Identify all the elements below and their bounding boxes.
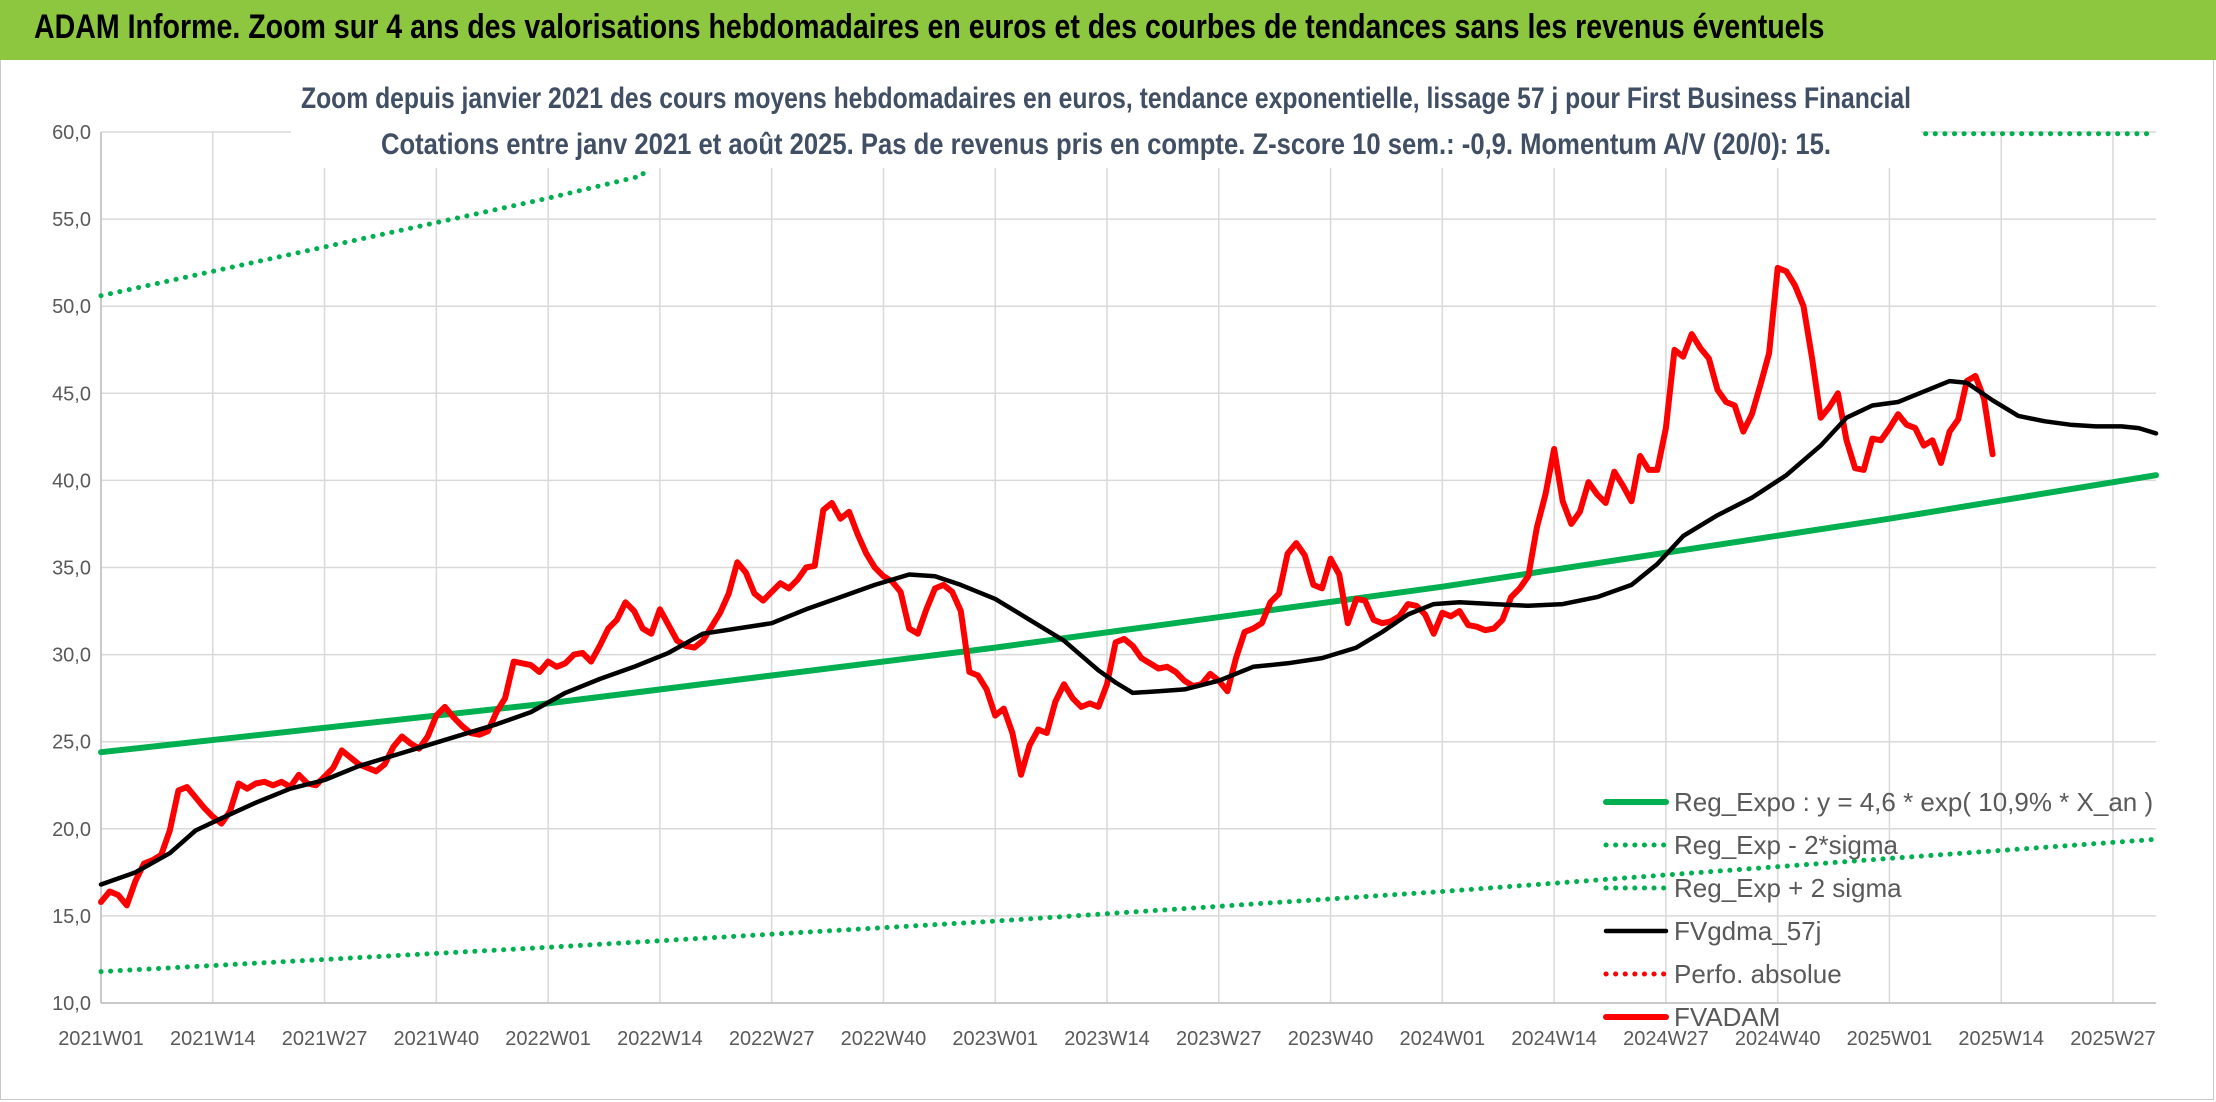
x-tick-label: 2022W14 (617, 1028, 703, 1050)
reg-expo-line (98, 472, 2159, 756)
legend-item-reg-exp-minus: Reg_Exp - 2*sigma (1603, 830, 1899, 860)
x-tick-label: 2023W01 (952, 1028, 1038, 1050)
y-tick-label: 50,0 (52, 296, 91, 318)
y-tick-label: 60,0 (52, 122, 91, 144)
y-tick-label: 30,0 (52, 645, 91, 667)
legend-label: Reg_Exp + 2 sigma (1674, 873, 1902, 903)
x-tick-label: 2025W14 (1958, 1028, 2044, 1050)
fvgdma-57j-line (98, 378, 2159, 887)
y-axis: 10,0 15,0 20,0 25,0 30,0 35,0 40,0 45,0 50,0 55,0… (52, 122, 102, 1015)
x-tick-label: 2021W40 (394, 1028, 480, 1050)
y-tick-label: 40,0 (52, 470, 91, 492)
y-tick-label: 15,0 (52, 906, 91, 928)
legend: Reg_Expo : y = 4,6 * exp( 10,9% * X_an )… (1603, 787, 2153, 1032)
legend-item-fvadam: FVADAM (1603, 1002, 1780, 1032)
chart-frame: 10,0 15,0 20,0 25,0 30,0 35,0 40,0 45,0 50,0 55,0… (0, 60, 2214, 1100)
report-banner: ADAM Informe. Zoom sur 4 ans des valoris… (0, 0, 2216, 60)
x-tick-label: 2022W40 (841, 1028, 927, 1050)
y-tick-label: 20,0 (52, 819, 91, 841)
y-tick-label: 35,0 (52, 558, 91, 580)
legend-item-perfo-absolue: Perfo. absolue (1603, 959, 1842, 989)
y-tick-label: 25,0 (52, 732, 91, 754)
x-tick-label: 2021W01 (58, 1028, 144, 1050)
x-tick-label: 2023W14 (1064, 1028, 1150, 1050)
legend-label: Reg_Exp - 2*sigma (1674, 830, 1899, 860)
x-tick-label: 2022W01 (505, 1028, 591, 1050)
x-tick-label: 2022W27 (729, 1028, 815, 1050)
x-tick-label: 2024W14 (1511, 1028, 1597, 1050)
y-tick-label: 45,0 (52, 383, 91, 405)
x-tick-label: 2021W27 (282, 1028, 368, 1050)
x-tick-label: 2024W01 (1400, 1028, 1486, 1050)
x-tick-label: 2023W27 (1176, 1028, 1262, 1050)
x-tick-label: 2024W40 (1735, 1028, 1821, 1050)
legend-item-fvgdma: FVgdma_57j (1603, 916, 1821, 946)
chart-title: Zoom depuis janvier 2021 des cours moyen… (301, 82, 1911, 115)
y-tick-label: 10,0 (52, 993, 91, 1015)
legend-item-reg-expo: Reg_Expo : y = 4,6 * exp( 10,9% * X_an ) (1603, 787, 2153, 817)
legend-item-reg-exp-plus: Reg_Exp + 2 sigma (1603, 873, 1902, 903)
x-tick-label: 2024W27 (1623, 1028, 1709, 1050)
legend-label: Reg_Expo : y = 4,6 * exp( 10,9% * X_an ) (1674, 787, 2153, 817)
title-backdrop (291, 68, 1921, 168)
x-tick-label: 2025W01 (1847, 1028, 1933, 1050)
x-axis: 2021W01 2021W14 2021W27 2021W40 2022W01 2022W… (58, 1002, 2156, 1050)
reg-exp-minus-2sigma-line (98, 836, 2159, 975)
x-tick-label: 2021W14 (170, 1028, 256, 1050)
x-tick-label: 2023W40 (1288, 1028, 1374, 1050)
legend-label: Perfo. absolue (1674, 959, 1842, 989)
legend-label: FVADAM (1674, 1002, 1780, 1032)
y-tick-label: 55,0 (52, 209, 91, 231)
x-tick-label: 2025W27 (2070, 1028, 2156, 1050)
series-layer (98, 131, 2159, 975)
report-title: ADAM Informe. Zoom sur 4 ans des valoris… (34, 8, 1825, 46)
chart-subtitle: Cotations entre janv 2021 et août 2025. … (381, 128, 1831, 161)
legend-label: FVgdma_57j (1674, 916, 1821, 946)
line-chart: 10,0 15,0 20,0 25,0 30,0 35,0 40,0 45,0 50,0 55,0… (52, 68, 2159, 1050)
